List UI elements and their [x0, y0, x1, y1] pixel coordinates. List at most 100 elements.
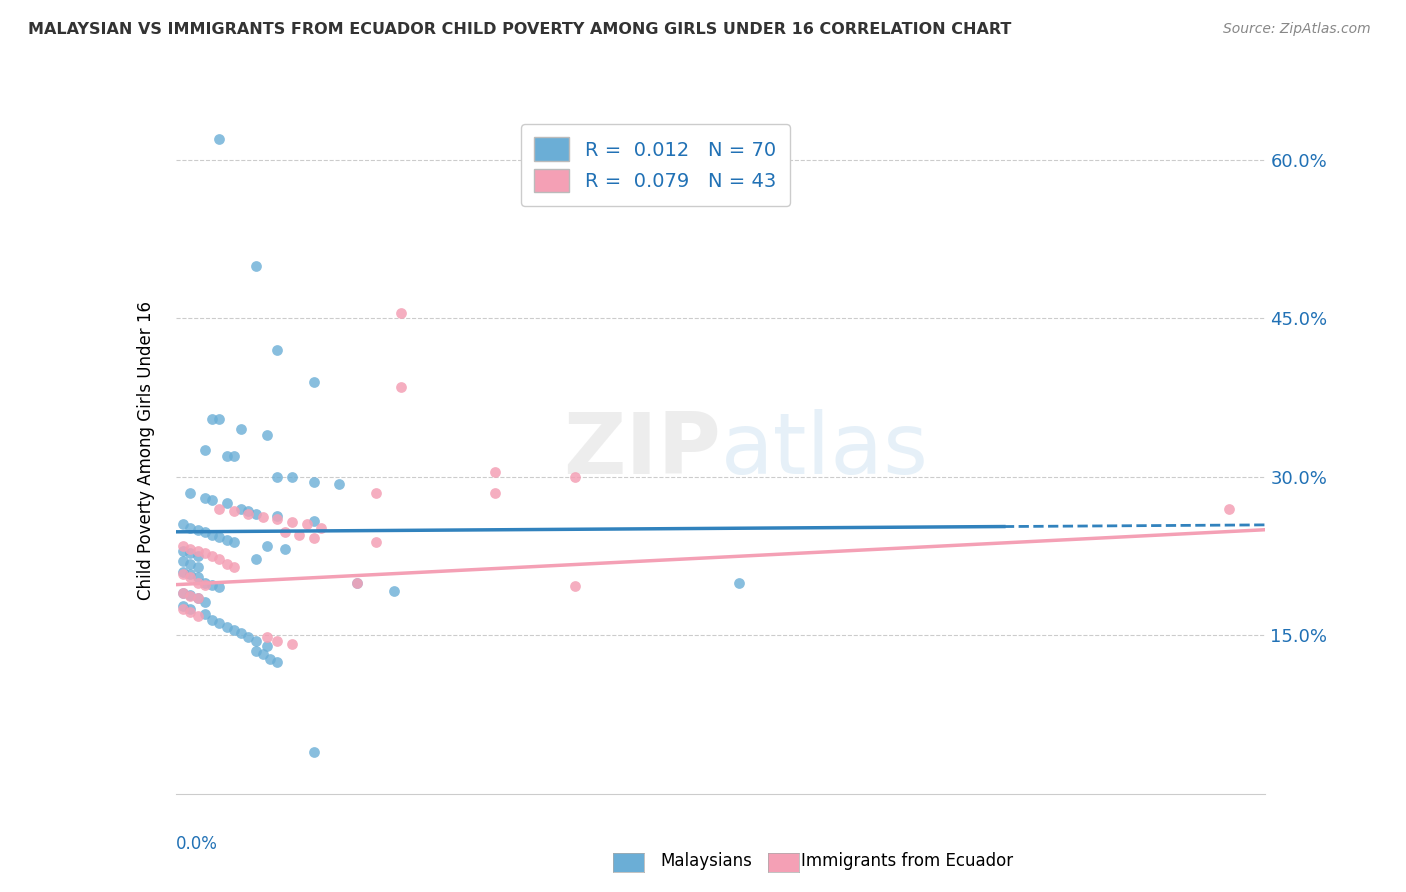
- Point: [208, 132, 231, 146]
- Point: [274, 541, 297, 556]
- Point: [295, 517, 318, 532]
- Point: [302, 745, 325, 759]
- Point: [194, 575, 217, 590]
- Point: [208, 615, 231, 630]
- Point: [484, 485, 506, 500]
- Point: [215, 496, 238, 510]
- Point: [238, 504, 260, 518]
- Y-axis label: Child Poverty Among Girls Under 16: Child Poverty Among Girls Under 16: [136, 301, 155, 600]
- Point: [364, 535, 387, 549]
- Point: [256, 427, 278, 442]
- Point: [302, 531, 325, 545]
- Point: [179, 567, 201, 582]
- Point: [245, 507, 267, 521]
- Point: [274, 524, 297, 539]
- Point: [172, 554, 194, 568]
- Point: [179, 485, 201, 500]
- Point: [186, 559, 209, 574]
- Point: [266, 655, 288, 669]
- Point: [186, 609, 209, 624]
- Point: [252, 510, 274, 524]
- Point: [256, 539, 278, 553]
- Point: [222, 623, 245, 637]
- Point: [179, 570, 201, 584]
- Point: [172, 586, 194, 600]
- Point: [281, 470, 304, 484]
- Point: [256, 631, 278, 645]
- Point: [215, 620, 238, 634]
- Point: [186, 575, 209, 590]
- Point: [215, 449, 238, 463]
- Point: [215, 557, 238, 571]
- Point: [172, 586, 194, 600]
- Point: [302, 514, 325, 528]
- Point: [389, 306, 412, 320]
- Text: atlas: atlas: [721, 409, 928, 492]
- Point: [281, 637, 304, 651]
- Point: [266, 633, 288, 648]
- Point: [222, 535, 245, 549]
- Point: [222, 559, 245, 574]
- Point: [172, 567, 194, 582]
- Point: [201, 549, 224, 563]
- Point: [201, 411, 224, 425]
- Point: [179, 605, 201, 619]
- Text: Source: ZipAtlas.com: Source: ZipAtlas.com: [1223, 22, 1371, 37]
- Point: [302, 375, 325, 389]
- Point: [238, 507, 260, 521]
- Point: [172, 544, 194, 558]
- Point: [186, 570, 209, 584]
- Text: ZIP: ZIP: [562, 409, 721, 492]
- Point: [179, 520, 201, 534]
- Point: [266, 512, 288, 526]
- Point: [564, 579, 586, 593]
- Point: [245, 633, 267, 648]
- Point: [172, 517, 194, 532]
- Point: [281, 516, 304, 530]
- Point: [194, 443, 217, 458]
- Point: [328, 477, 350, 491]
- Point: [238, 631, 260, 645]
- Point: [194, 594, 217, 608]
- Point: [389, 380, 412, 394]
- Point: [194, 524, 217, 539]
- Point: [172, 565, 194, 579]
- Point: [252, 648, 274, 662]
- Point: [259, 651, 281, 665]
- Legend: R =  0.012   N = 70, R =  0.079   N = 43: R = 0.012 N = 70, R = 0.079 N = 43: [520, 124, 790, 206]
- Point: [215, 533, 238, 548]
- Point: [186, 591, 209, 606]
- Point: [179, 589, 201, 603]
- Point: [382, 584, 405, 599]
- Point: [179, 602, 201, 616]
- Point: [564, 470, 586, 484]
- Text: MALAYSIAN VS IMMIGRANTS FROM ECUADOR CHILD POVERTY AMONG GIRLS UNDER 16 CORRELAT: MALAYSIAN VS IMMIGRANTS FROM ECUADOR CHI…: [28, 22, 1011, 37]
- Point: [179, 557, 201, 571]
- Point: [172, 602, 194, 616]
- Point: [186, 591, 209, 606]
- Point: [727, 575, 749, 590]
- Point: [256, 639, 278, 653]
- Point: [201, 493, 224, 508]
- Point: [179, 546, 201, 560]
- Point: [309, 520, 332, 534]
- Point: [302, 475, 325, 490]
- Text: Malaysians: Malaysians: [661, 852, 752, 870]
- Point: [266, 470, 288, 484]
- Point: [208, 411, 231, 425]
- Point: [288, 528, 311, 542]
- Point: [208, 552, 231, 566]
- Point: [186, 544, 209, 558]
- Point: [346, 575, 368, 590]
- Point: [266, 508, 288, 523]
- Point: [186, 523, 209, 537]
- Point: [179, 588, 201, 602]
- Point: [201, 528, 224, 542]
- Point: [231, 501, 253, 516]
- Point: [194, 491, 217, 505]
- Point: [201, 613, 224, 627]
- Point: [194, 546, 217, 560]
- Point: [208, 530, 231, 544]
- Point: [245, 259, 267, 273]
- Point: [186, 549, 209, 563]
